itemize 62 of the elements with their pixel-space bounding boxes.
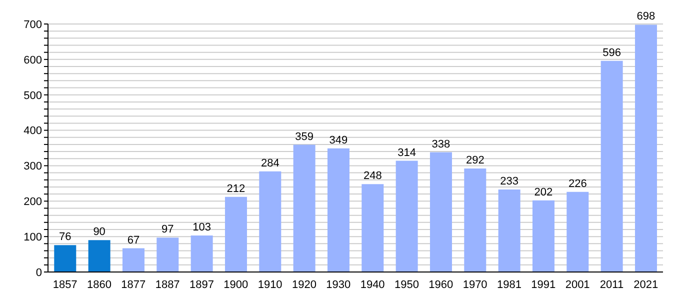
data-label: 596 [602,46,621,59]
data-label: 233 [500,175,518,188]
x-tick-label: 1960 [428,278,454,291]
y-tick-label: 300 [24,160,42,173]
x-tick-label: 1920 [292,278,316,291]
x-tick-label: 1930 [326,278,351,291]
data-label: 349 [329,134,348,146]
data-label: 698 [636,10,656,23]
x-tick-label: 1897 [190,278,214,291]
y-tick-label: 400 [24,125,42,138]
bar [259,171,282,272]
x-tick-label: 2011 [600,278,624,291]
y-tick-label: 700 [24,18,42,31]
x-tick-label: 1857 [52,278,78,291]
data-label: 212 [226,182,246,195]
bar [88,240,110,272]
x-tick-label: 1940 [360,278,385,291]
x-tick-label: 1910 [258,278,282,291]
y-tick-label: 600 [24,54,42,66]
bar [532,200,554,272]
x-tick-label: 1887 [155,278,180,291]
data-label: 359 [295,130,314,143]
data-label: 226 [568,178,587,190]
bar [396,160,418,272]
y-tick-label: 100 [24,231,42,244]
x-tick-label: 1950 [394,278,419,291]
data-label: 103 [192,222,211,234]
data-label: 90 [93,226,106,238]
data-label: 76 [59,231,72,244]
bar [430,152,452,272]
data-label: 314 [398,146,416,159]
data-label: 338 [432,138,450,150]
data-label: 284 [260,157,280,170]
bar [464,168,486,272]
bar [190,236,213,272]
data-label: 292 [466,154,484,167]
bar [498,189,520,272]
bar [293,144,316,272]
bar [327,148,350,272]
x-tick-label: 1981 [497,278,522,291]
data-label: 202 [534,186,553,198]
x-tick-label: 2001 [565,278,590,291]
bar [156,238,179,272]
bar [600,60,623,272]
y-tick-label: 500 [24,90,42,102]
y-tick-label: 0 [36,266,42,279]
bar [224,196,247,272]
bar [54,245,76,272]
bar [634,24,657,272]
x-tick-label: 1970 [462,278,488,291]
x-tick-label: 1991 [531,278,556,291]
x-tick-label: 1877 [121,278,146,291]
y-tick-label: 200 [24,196,42,208]
bar [122,248,144,272]
bar [362,184,384,272]
bar [566,192,589,272]
data-label: 97 [162,224,174,236]
x-tick-label: 1860 [87,278,112,291]
x-tick-label: 1900 [224,278,248,291]
data-label: 67 [127,234,140,246]
x-tick-label: 2021 [634,278,658,291]
data-label: 248 [363,170,382,182]
